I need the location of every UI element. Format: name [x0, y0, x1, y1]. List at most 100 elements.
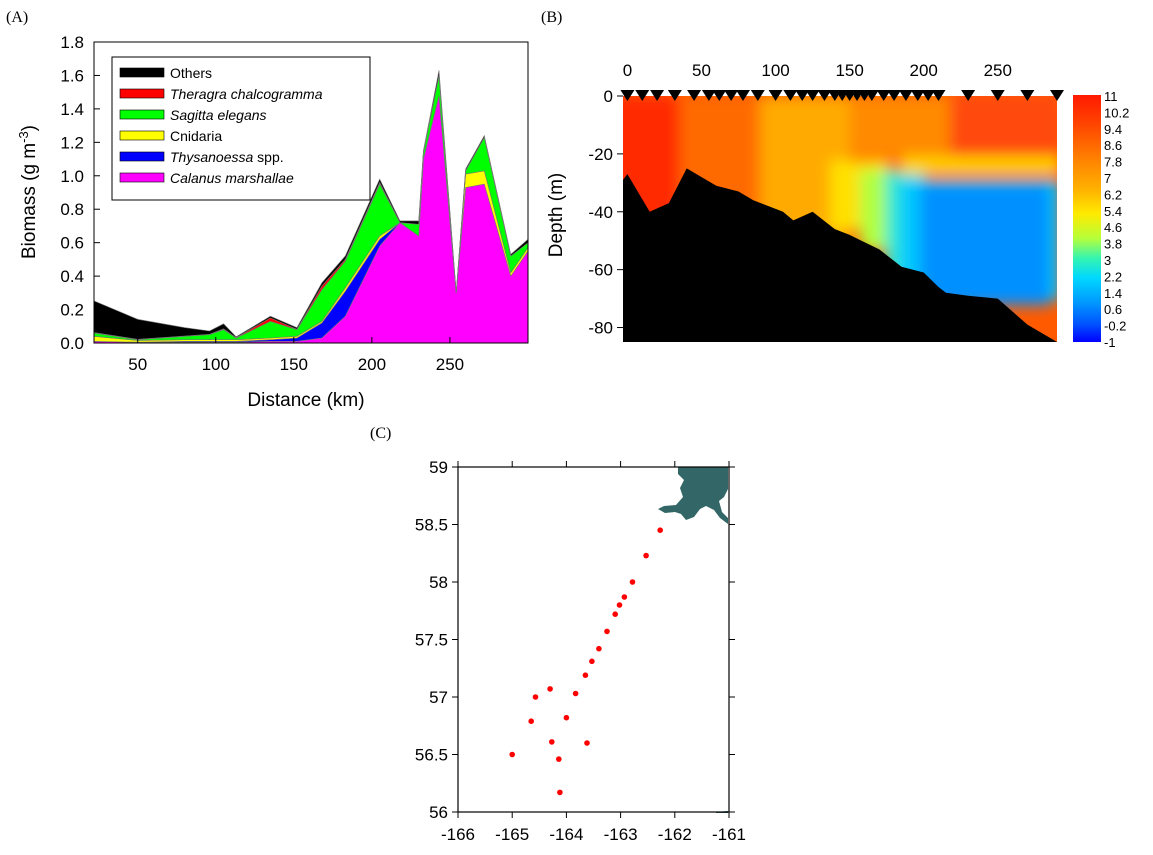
- colorbar-tick-label: 10.2: [1104, 105, 1129, 120]
- station-triangle: [887, 90, 902, 101]
- legend-swatch-thysanoessa-spp: [119, 151, 165, 162]
- station-triangle: [864, 90, 879, 101]
- station-point: [532, 694, 539, 700]
- station-point: [582, 672, 589, 678]
- legend-swatch-theragra-chalcogramma: [119, 88, 165, 99]
- longitude-tick-label: -165: [495, 825, 529, 844]
- station-triangle: [898, 90, 913, 101]
- legend-label-theragra-chalcogramma: Theragra chalcogramma: [170, 86, 323, 102]
- station-triangle: [712, 90, 727, 101]
- y-tick-label: 0: [604, 87, 613, 106]
- station-points: [509, 527, 663, 796]
- x-tick-label: 0: [623, 61, 632, 80]
- panel-c-station-map: -166 -165 -164 -163 -162 -161 5656.55757.5585…: [415, 458, 746, 844]
- longitude-tick-label: -164: [549, 825, 583, 844]
- station-point: [629, 579, 636, 585]
- colorbar-tick-label: 1.4: [1104, 286, 1122, 301]
- colorbar-tick-label: 11: [1104, 89, 1118, 104]
- y-tick-label: -80: [588, 319, 613, 338]
- y-tick-label: 0.0: [60, 334, 84, 353]
- x-tick-label: 250: [984, 61, 1012, 80]
- colorbar-tick-label: 8.6: [1104, 138, 1122, 153]
- colorbar-tick-label: 4.6: [1104, 220, 1122, 235]
- station-point: [557, 789, 563, 796]
- x-tick-label: 150: [835, 61, 863, 80]
- station-point: [621, 594, 628, 600]
- station-triangle: [667, 90, 682, 101]
- y-axis-ticks: 0 -20 -40 -60 -80: [588, 87, 623, 338]
- latitude-ticks: 56 56.5 57 57.5 58 58.5 59: [415, 458, 735, 822]
- colorbar-tick-label: 7.8: [1104, 155, 1122, 170]
- y-axis-label: Biomass (g m-3): [16, 125, 40, 259]
- x-tick-label: 150: [280, 355, 308, 374]
- panel-c-label: (C): [370, 425, 391, 442]
- colorbar-tick-label: 5.4: [1104, 204, 1122, 219]
- station-point: [563, 714, 570, 721]
- y-tick-label: 1.8: [60, 33, 84, 52]
- station-triangle: [783, 90, 798, 101]
- station-triangle: [750, 90, 765, 101]
- longitude-tick-label: -161: [712, 825, 746, 844]
- longitude-tick-label: -162: [658, 825, 692, 844]
- station-triangle: [921, 90, 936, 101]
- station-triangle: [735, 90, 750, 101]
- latitude-tick-label: 58.5: [415, 516, 448, 535]
- panel-b-section-heatmap: 0 50 100 150 200 250 0-20-40-60-80 Depth (m) …: [546, 61, 1129, 350]
- latitude-tick-label: 59: [429, 458, 448, 477]
- latitude-tick-label: 56.5: [415, 746, 448, 765]
- station-point: [612, 611, 618, 617]
- station-point: [528, 718, 534, 724]
- y-tick-label: 0.8: [60, 200, 84, 219]
- y-tick-label: 1.4: [60, 100, 84, 119]
- station-triangle: [931, 90, 946, 101]
- legend-swatch-others: [119, 67, 165, 78]
- station-point: [616, 602, 623, 608]
- x-axis-label: Distance (km): [247, 390, 364, 411]
- colorbar-tick-label: -1: [1104, 335, 1116, 350]
- station-triangle: [701, 90, 716, 101]
- temperature-field: [623, 96, 1057, 342]
- longitude-ticks: -166 -165 -164 -163 -162 -161: [441, 461, 746, 844]
- coastline-landmass: [658, 467, 728, 524]
- station-point: [547, 686, 553, 692]
- x-tick-label: 50: [128, 355, 147, 374]
- station-triangle: [876, 90, 891, 101]
- station-triangle: [768, 90, 783, 101]
- colorbar-tick-label: 3.8: [1104, 237, 1122, 252]
- y-tick-label: -60: [588, 261, 613, 280]
- legend-label-cnidaria: Cnidaria: [170, 128, 222, 144]
- legend-label-sagitta-elegans: Sagitta elegans: [170, 107, 267, 123]
- legend: Others Theragra chalcogramma Sagitta elega…: [111, 56, 371, 201]
- station-triangle: [795, 90, 810, 101]
- colorbar-tick-label: 0.6: [1104, 302, 1122, 317]
- panel-b-label: (B): [541, 9, 562, 26]
- y-tick-label: 1.2: [60, 133, 84, 152]
- longitude-tick-label: -166: [441, 825, 475, 844]
- longitude-tick-label: -163: [604, 825, 638, 844]
- station-triangle: [1020, 90, 1035, 101]
- colorbar-tick-label: 6.2: [1104, 187, 1122, 202]
- y-tick-label: 0.6: [60, 234, 84, 253]
- station-point: [584, 740, 590, 746]
- y-tick-label: 0.4: [60, 267, 84, 286]
- station-triangle: [910, 90, 925, 101]
- legend-swatch-sagitta-elegans: [119, 109, 165, 120]
- colorbar-tick-label: 7: [1104, 171, 1111, 186]
- station-markers: [620, 90, 1064, 101]
- colorbar: [1073, 95, 1101, 342]
- y-axis-label-superscript: -3: [16, 131, 31, 143]
- plot-frame: [93, 41, 529, 344]
- x-axis-ticks-top: 0 50 100 150 200 250: [623, 61, 1012, 80]
- station-point: [604, 628, 610, 635]
- station-triangle: [687, 90, 702, 101]
- y-axis-label-main: Biomass (g m: [19, 143, 40, 259]
- colorbar-tick-label: 9.4: [1104, 122, 1122, 137]
- station-triangle: [961, 90, 976, 101]
- y-axis-label: Depth (m): [546, 173, 567, 257]
- y-tick-label: -20: [588, 145, 613, 164]
- latitude-tick-label: 56: [429, 803, 448, 822]
- station-triangle: [990, 90, 1005, 101]
- station-triangle: [650, 90, 665, 101]
- colorbar-tick-label: 3: [1104, 253, 1111, 268]
